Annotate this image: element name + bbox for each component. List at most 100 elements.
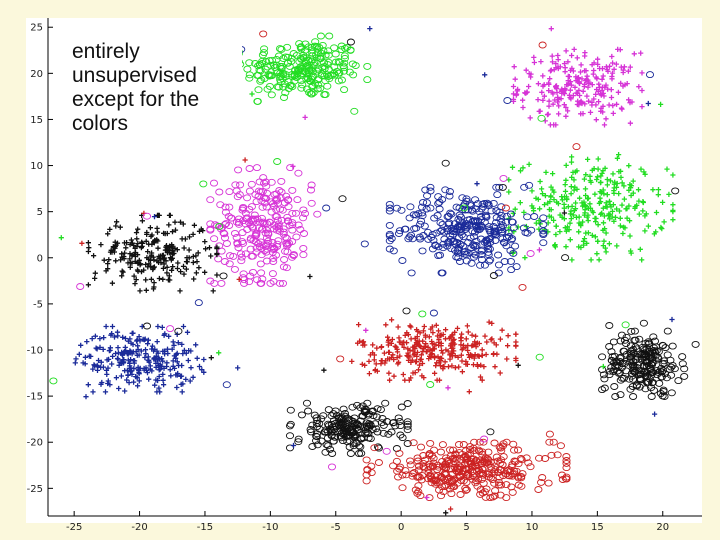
data-point	[132, 358, 138, 364]
data-point	[535, 97, 541, 103]
data-point	[153, 355, 159, 361]
data-point	[541, 82, 547, 88]
data-point	[599, 170, 605, 176]
data-point	[585, 212, 591, 218]
data-point	[658, 360, 667, 368]
data-point	[616, 208, 623, 214]
data-point	[416, 235, 425, 243]
data-point	[154, 229, 161, 235]
data-point	[618, 174, 624, 180]
data-point	[546, 213, 552, 219]
data-point	[600, 227, 606, 233]
data-point	[188, 348, 194, 354]
data-point	[238, 238, 247, 246]
data-point	[381, 350, 387, 356]
data-point	[129, 260, 135, 266]
data-point	[600, 220, 607, 226]
data-point	[109, 323, 116, 330]
data-point	[612, 358, 621, 366]
data-point	[626, 342, 635, 350]
annotation-line: unsupervised	[72, 64, 197, 87]
data-point	[262, 182, 271, 190]
data-point	[162, 348, 168, 354]
data-point	[136, 334, 142, 340]
data-point	[458, 342, 464, 348]
data-point	[128, 357, 134, 363]
data-point	[138, 348, 144, 354]
data-point	[589, 208, 595, 214]
data-point	[397, 353, 403, 359]
data-point	[435, 328, 442, 334]
data-point	[296, 44, 305, 52]
data-point	[467, 259, 476, 267]
data-point	[449, 332, 455, 338]
x-tick-label: -10	[262, 522, 278, 533]
data-point	[128, 369, 134, 375]
data-point	[640, 208, 646, 214]
data-point	[609, 53, 615, 60]
data-point	[458, 352, 464, 358]
data-point	[193, 253, 199, 259]
data-point	[522, 90, 528, 96]
data-point	[206, 196, 215, 204]
data-point	[562, 182, 568, 188]
data-point	[170, 363, 176, 369]
data-point	[119, 359, 125, 365]
data-point	[72, 360, 78, 366]
data-point	[610, 60, 616, 66]
data-point	[113, 242, 119, 248]
data-point	[171, 250, 177, 257]
data-point	[456, 226, 465, 234]
data-point	[174, 265, 181, 272]
data-point	[147, 257, 154, 263]
y-tick-label: -10	[27, 346, 43, 357]
data-point	[253, 97, 262, 105]
data-point	[136, 371, 142, 377]
data-point	[596, 257, 602, 263]
data-point	[486, 256, 495, 264]
data-point	[501, 218, 511, 226]
data-point	[609, 338, 618, 346]
data-point	[506, 210, 516, 218]
data-point	[429, 348, 435, 354]
data-point	[396, 359, 402, 365]
data-point	[614, 363, 623, 370]
data-point	[614, 206, 620, 212]
data-point	[155, 212, 161, 218]
data-point	[539, 229, 548, 237]
data-point	[480, 200, 489, 207]
data-point	[670, 209, 676, 215]
data-point	[455, 354, 461, 360]
data-point	[626, 187, 632, 193]
data-point	[191, 222, 197, 228]
data-point	[624, 206, 630, 212]
data-point	[555, 64, 561, 70]
data-point	[114, 329, 121, 335]
data-point	[670, 217, 676, 223]
data-point	[587, 201, 593, 207]
data-point	[595, 88, 601, 95]
data-point	[539, 239, 548, 247]
data-point	[331, 58, 340, 66]
data-point	[95, 364, 101, 370]
data-point	[374, 368, 380, 374]
data-point	[617, 223, 623, 229]
x-tick-label: 10	[526, 522, 539, 533]
data-point	[134, 243, 140, 250]
data-point	[321, 77, 330, 85]
data-point	[109, 331, 115, 337]
data-point	[183, 376, 189, 382]
data-point	[118, 373, 124, 379]
data-point	[334, 77, 343, 85]
data-point	[98, 242, 104, 248]
data-point	[621, 196, 627, 202]
data-point	[275, 227, 284, 235]
data-point	[363, 76, 372, 84]
data-point	[310, 42, 319, 50]
data-point	[458, 335, 464, 341]
data-point	[636, 350, 645, 358]
data-point	[385, 232, 394, 240]
data-point	[609, 70, 616, 76]
data-point	[468, 352, 474, 358]
data-point	[389, 317, 395, 323]
